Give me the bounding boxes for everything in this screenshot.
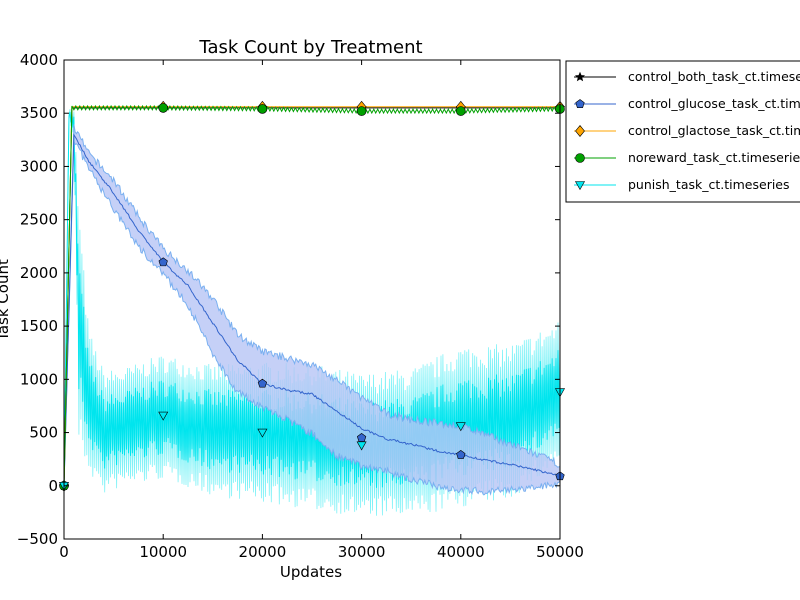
data-point: [456, 450, 466, 459]
legend-label: control_glactose_task_ct.timeseries: [628, 123, 800, 138]
data-point: [158, 257, 168, 267]
chart-title: Task Count by Treatment: [198, 37, 422, 58]
data-point: [257, 378, 268, 388]
plot-area: [58, 100, 566, 516]
control-glactose-task-ct-line: [64, 106, 560, 486]
data-point: [158, 103, 168, 113]
y-tick-label: 2500: [20, 211, 58, 229]
glucose-line: [64, 133, 560, 486]
y-tick-label: 500: [29, 424, 58, 442]
legend-marker: [575, 125, 585, 137]
data-point: [455, 106, 466, 116]
x-axis-label: Updates: [280, 563, 342, 581]
x-tick-label: 20000: [239, 543, 287, 561]
legend-label: control_both_task_ct.timeseries: [628, 69, 800, 84]
y-tick-label: 4000: [20, 51, 58, 69]
noreward-task-ct-line: [64, 104, 560, 486]
y-tick-label: 3500: [20, 104, 58, 122]
legend-label: punish_task_ct.timeseries: [628, 177, 790, 192]
glucose-band: [64, 124, 560, 496]
y-tick-label: −500: [17, 530, 58, 548]
data-point: [455, 422, 466, 432]
x-tick-label: 40000: [437, 543, 485, 561]
y-tick-label: 1000: [20, 370, 58, 388]
legend-label: noreward_task_ct.timeseries: [628, 150, 800, 165]
series-layer: [64, 104, 560, 516]
legend-marker: [574, 71, 586, 82]
axes: 0 10000 20000 30000 40000 50000−5000500100015…: [17, 51, 584, 561]
legend-label: control_glucose_task_ct.timeseries: [628, 96, 800, 111]
data-point: [356, 106, 367, 116]
data-point: [158, 411, 169, 421]
y-tick-label: 0: [48, 477, 58, 495]
y-tick-label: 2000: [20, 264, 58, 282]
y-tick-label: 1500: [20, 317, 58, 335]
x-tick-label: 0: [59, 543, 69, 561]
data-point: [356, 433, 367, 442]
data-point: [257, 104, 268, 114]
legend-marker: [575, 99, 585, 108]
x-tick-label: 50000: [536, 543, 584, 561]
legend-marker: [575, 153, 585, 163]
legend-marker: [574, 181, 586, 191]
x-tick-label: 10000: [139, 543, 187, 561]
y-axis-label: Task Count: [0, 259, 12, 342]
data-point: [257, 428, 268, 438]
plot-frame: [63, 59, 561, 540]
x-tick-label: 30000: [338, 543, 386, 561]
data-point: [356, 441, 367, 451]
legend: control_both_task_ct.timeseries control_g…: [565, 60, 800, 203]
y-tick-label: 3000: [20, 157, 58, 175]
